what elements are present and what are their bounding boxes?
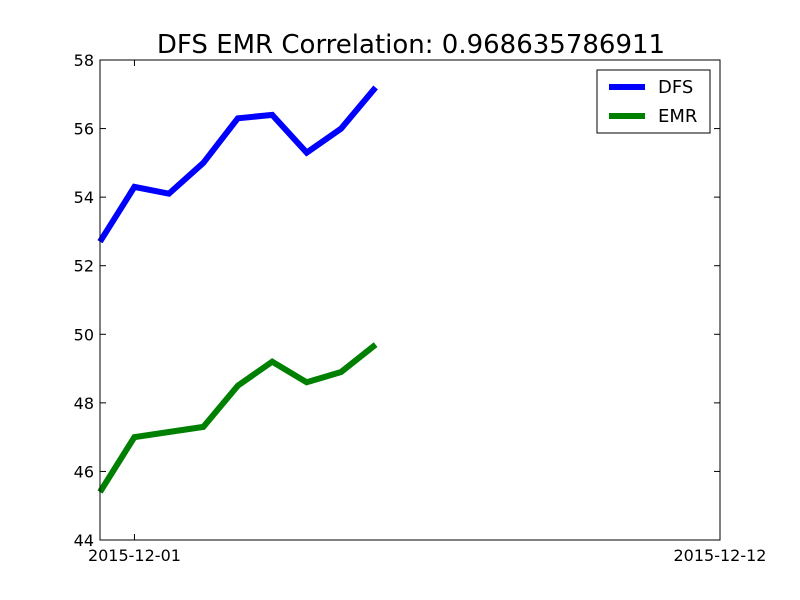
y-tick-label: 58 [74, 51, 94, 70]
series-line-emr [97, 342, 378, 494]
chart-title: DFS EMR Correlation: 0.968635786911 [157, 30, 665, 60]
y-tick-label: 52 [74, 257, 94, 276]
y-tick-label: 44 [74, 531, 94, 550]
series-line-dfs [97, 85, 378, 244]
legend-box [596, 69, 711, 134]
plot-frame [99, 59, 721, 541]
y-tick-label: 50 [74, 325, 94, 344]
legend-label-dfs: DFS [658, 77, 693, 98]
y-tick-label: 48 [74, 394, 94, 413]
x-tick-label: 2015-12-01 [88, 546, 181, 565]
y-tick-label: 46 [74, 462, 94, 481]
legend: DFS EMR [596, 69, 711, 134]
ticks-layer: 44 46 48 50 52 54 56 58 2015-12-01 2015-12-12 [74, 51, 767, 565]
legend-label-emr: EMR [658, 106, 697, 127]
y-tick-label: 56 [74, 120, 94, 139]
y-tick-label: 54 [74, 188, 94, 207]
x-tick-label: 2015-12-12 [674, 546, 767, 565]
series-layer [97, 85, 378, 494]
